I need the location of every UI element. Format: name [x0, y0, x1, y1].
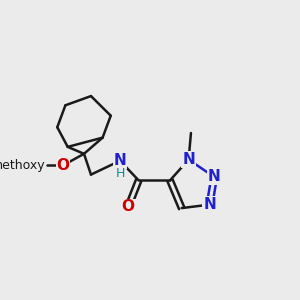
Text: N: N — [208, 169, 220, 184]
Text: methoxy: methoxy — [0, 159, 46, 172]
Text: N: N — [203, 197, 216, 212]
Text: O: O — [122, 200, 135, 214]
Text: H: H — [115, 167, 125, 180]
Text: O: O — [57, 158, 70, 173]
Text: N: N — [114, 153, 126, 168]
Text: N: N — [182, 152, 195, 167]
